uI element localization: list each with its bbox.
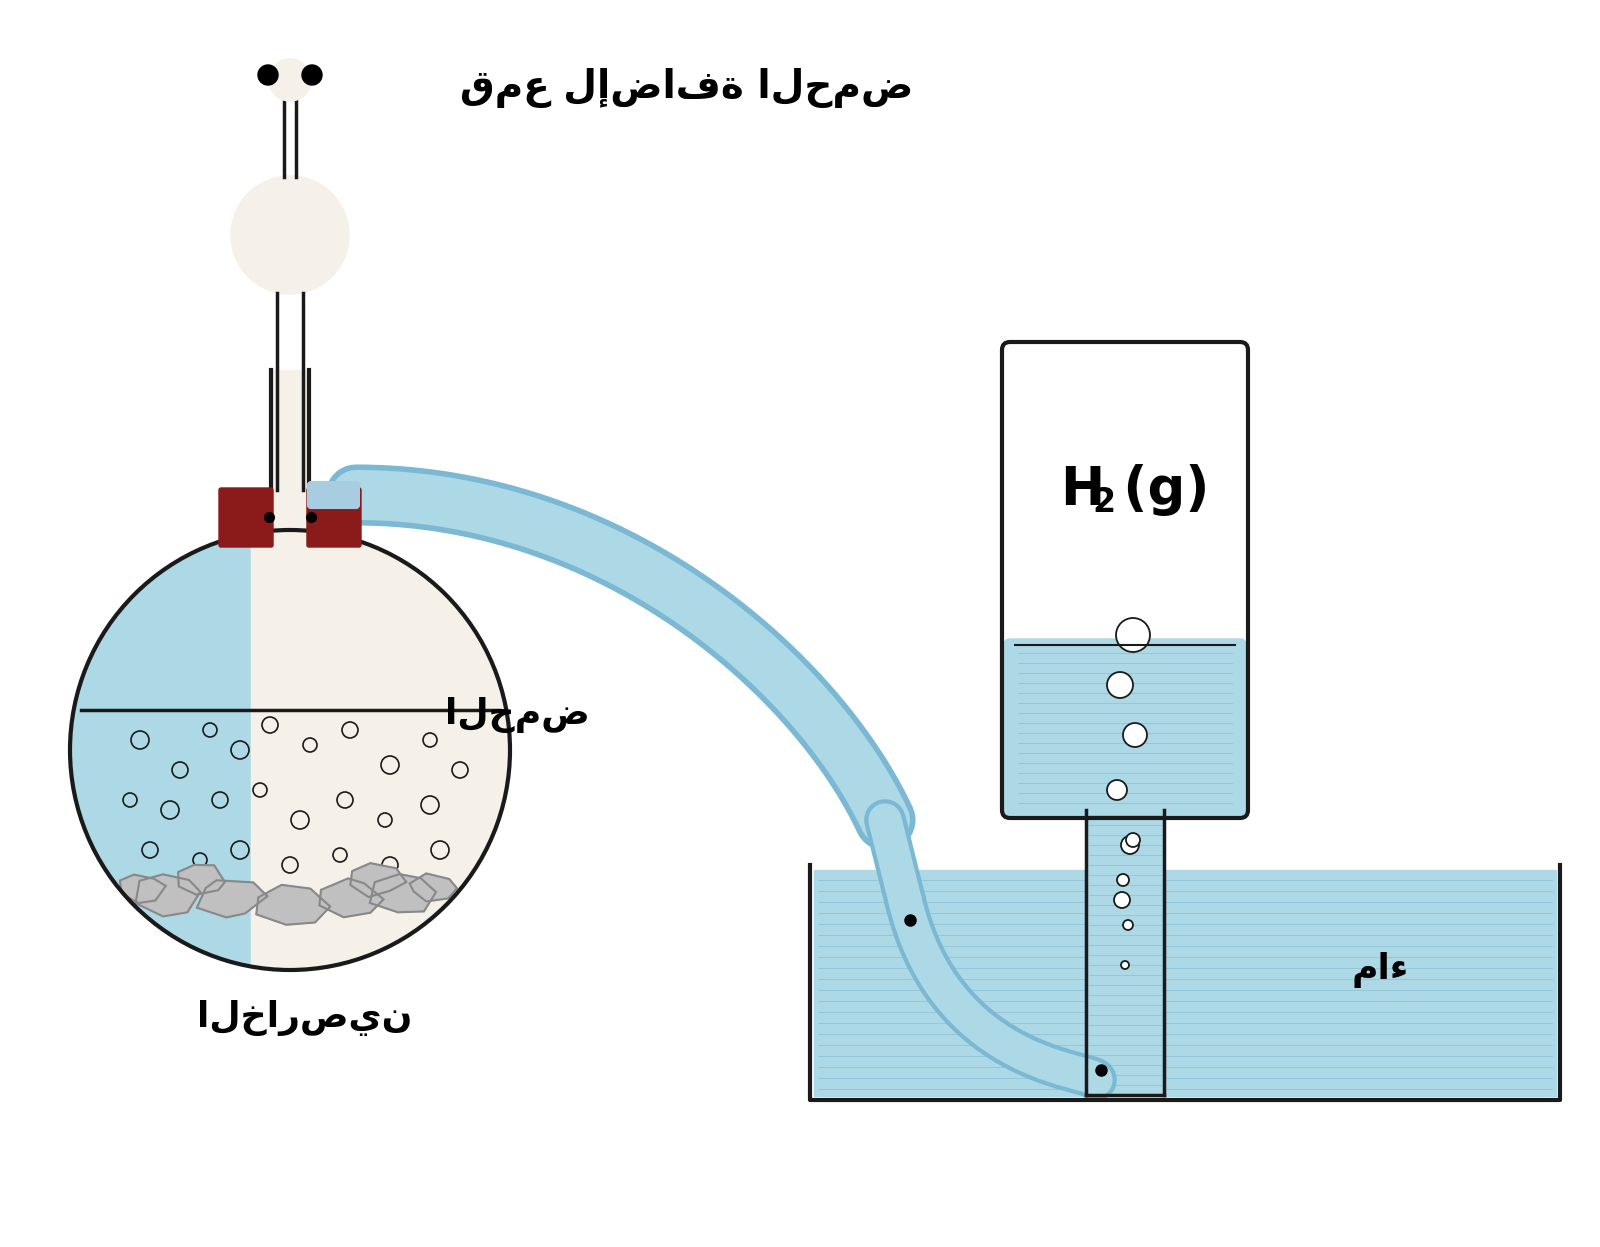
Circle shape [70, 530, 510, 970]
Text: قمع لإضافة الحمض: قمع لإضافة الحمض [461, 69, 914, 108]
Polygon shape [70, 534, 250, 966]
Text: H: H [1059, 464, 1104, 516]
Circle shape [1107, 672, 1133, 698]
FancyBboxPatch shape [1005, 638, 1246, 816]
Circle shape [232, 177, 349, 293]
Circle shape [1122, 961, 1130, 969]
FancyBboxPatch shape [307, 488, 362, 547]
FancyBboxPatch shape [1005, 344, 1246, 651]
Circle shape [1107, 781, 1126, 801]
Polygon shape [1086, 811, 1165, 1095]
FancyBboxPatch shape [307, 483, 358, 508]
Text: الخارصين: الخارصين [197, 1000, 413, 1036]
Text: ماء: ماء [1352, 951, 1408, 988]
Polygon shape [270, 370, 309, 545]
Circle shape [270, 60, 310, 100]
Polygon shape [350, 863, 406, 897]
Polygon shape [410, 873, 458, 902]
Polygon shape [814, 870, 1555, 1096]
Polygon shape [178, 865, 226, 894]
Polygon shape [370, 874, 437, 913]
FancyBboxPatch shape [219, 488, 274, 547]
Circle shape [258, 65, 278, 85]
Polygon shape [320, 878, 384, 918]
Circle shape [1123, 723, 1147, 747]
Circle shape [1126, 833, 1139, 847]
Polygon shape [256, 885, 330, 925]
Circle shape [1117, 619, 1150, 652]
Text: (g): (g) [1106, 464, 1210, 516]
Polygon shape [136, 874, 200, 917]
Circle shape [1123, 920, 1133, 930]
Polygon shape [197, 880, 267, 918]
Circle shape [1122, 835, 1139, 854]
Circle shape [1114, 892, 1130, 908]
Circle shape [302, 65, 322, 85]
Text: الحمض: الحمض [445, 697, 590, 733]
Text: 2: 2 [1091, 486, 1115, 520]
Polygon shape [120, 874, 166, 903]
Circle shape [1117, 874, 1130, 887]
